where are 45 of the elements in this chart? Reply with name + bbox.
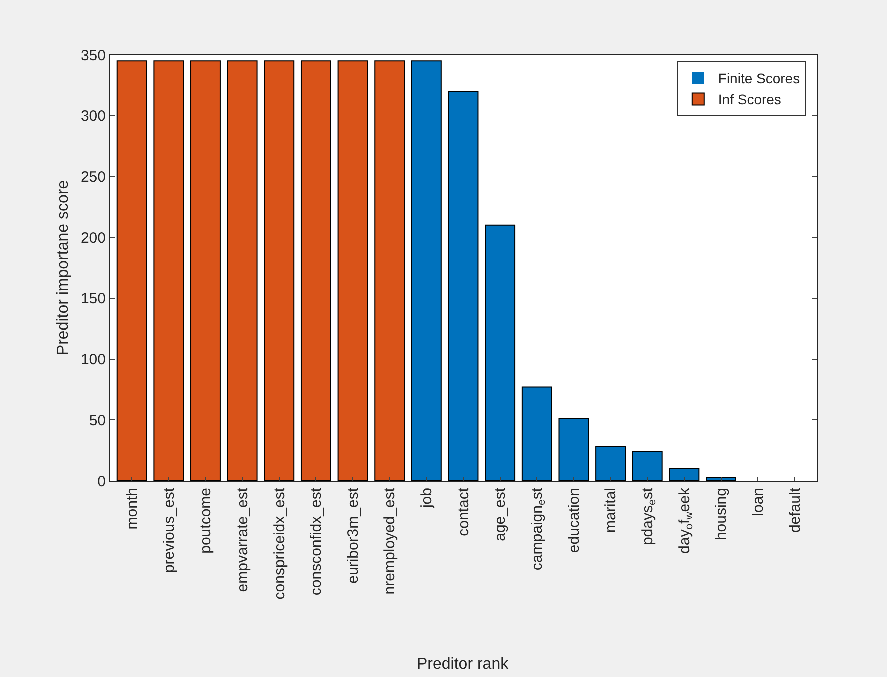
bar <box>485 224 516 481</box>
x-tick-label: consconfidx_est <box>308 487 326 596</box>
bar <box>190 60 221 481</box>
y-tick-label: 350 <box>80 47 106 64</box>
bar <box>411 60 442 481</box>
bar <box>669 468 700 481</box>
x-tick-label: loan <box>750 488 767 516</box>
x-tick-label: poutcome <box>198 488 215 554</box>
bar <box>374 60 406 481</box>
y-axis-title: Preditor importane score <box>55 180 72 356</box>
bar <box>227 60 258 481</box>
x-tick-label: education <box>566 488 583 554</box>
bar <box>154 60 184 481</box>
y-tick-label: 0 <box>98 473 106 490</box>
x-tick-label: month <box>124 488 141 530</box>
x-tick-label: default <box>786 487 804 534</box>
bar <box>300 60 332 481</box>
bar <box>448 91 479 481</box>
x-tick-label: euribor3m_est <box>344 487 362 584</box>
bar <box>338 60 368 481</box>
bar <box>632 451 663 481</box>
y-tick-label: 250 <box>80 168 106 186</box>
bar <box>596 446 626 481</box>
x-tick-label: marital <box>602 488 620 534</box>
bar <box>522 386 552 481</box>
bar <box>264 60 295 481</box>
x-tick-label: previous_est <box>160 487 178 574</box>
x-axis-title: Preditor rank <box>417 656 510 673</box>
x-tick-label: housing <box>713 488 730 541</box>
legend-label: Finite Scores <box>718 70 800 86</box>
legend-label: Inf Scores <box>718 92 782 108</box>
y-tick-label: 300 <box>80 108 106 126</box>
x-tick-label: age_est <box>492 487 510 542</box>
x-tick-label: empvarrate_est <box>234 487 252 592</box>
x-tick-label: nremployed_est <box>382 487 399 595</box>
bar <box>706 477 736 481</box>
y-tick-label: 100 <box>80 352 106 369</box>
bar <box>558 418 590 481</box>
x-tick-label: conspriceidx_est <box>271 487 288 600</box>
x-tick-label: contact <box>455 487 472 536</box>
y-tick-label: 200 <box>80 230 106 247</box>
bar <box>116 60 148 481</box>
y-tick-label: 50 <box>89 412 106 430</box>
x-tick-label: job <box>418 488 436 510</box>
y-tick-label: 150 <box>80 290 106 308</box>
